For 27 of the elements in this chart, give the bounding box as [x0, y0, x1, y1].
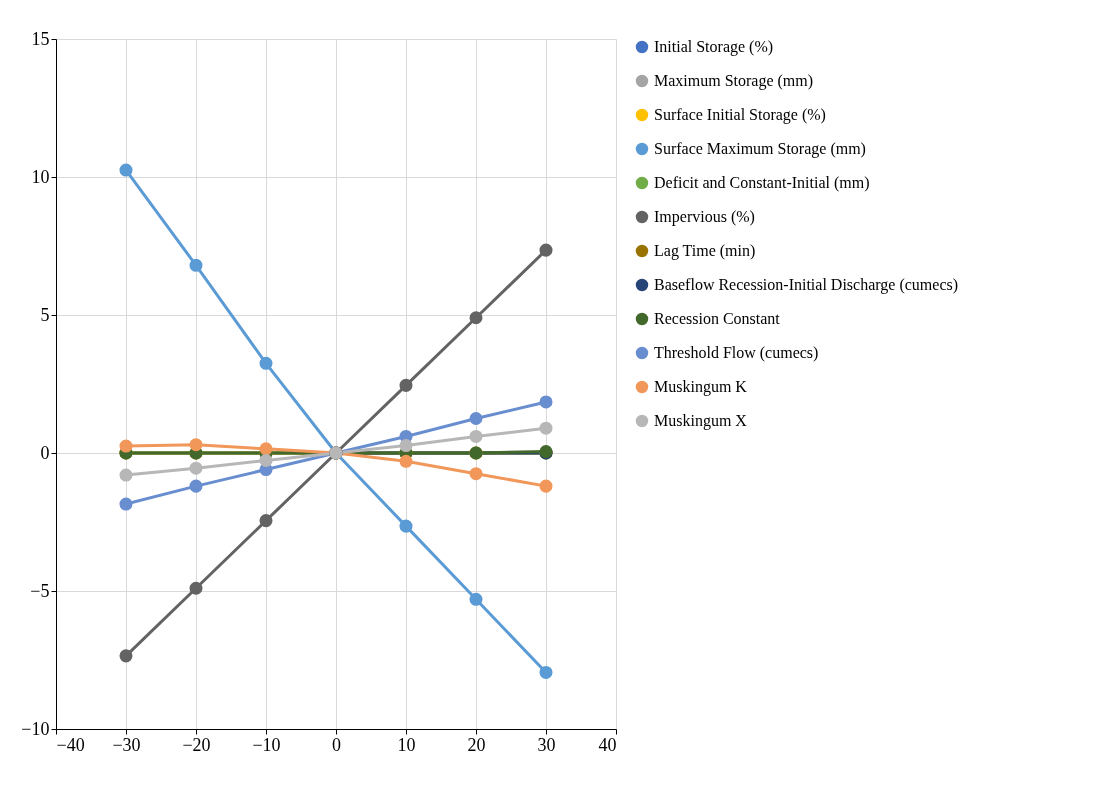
- y-tick-label: −10: [21, 718, 50, 739]
- legend-label: Threshold Flow (cumecs): [654, 344, 819, 362]
- legend-label: Baseflow Recession-Initial Discharge (cumecs): [654, 276, 959, 294]
- legend-label: Recession Constant: [654, 310, 781, 327]
- y-tick-label: 0: [40, 442, 50, 463]
- legend-label: Muskingum K: [654, 378, 748, 396]
- legend-label: Lag Time (min): [654, 242, 756, 260]
- x-tick-label: 0: [332, 734, 341, 755]
- x-tick-label: −20: [182, 734, 211, 755]
- legend-label: Surface Initial Storage (%): [654, 106, 826, 124]
- x-tick-label: −40: [56, 734, 85, 755]
- x-tick-label: −10: [252, 734, 281, 755]
- y-tick-label: 5: [40, 304, 50, 325]
- legend-label: Impervious (%): [654, 208, 755, 226]
- legend-label: Surface Maximum Storage (mm): [654, 140, 866, 158]
- y-tick-label: −5: [30, 580, 50, 601]
- x-tick-label: −30: [112, 734, 141, 755]
- x-tick-label: 10: [397, 734, 416, 755]
- y-tick-label: 10: [31, 166, 50, 187]
- legend-label: Deficit and Constant-Initial (mm): [654, 174, 870, 192]
- legend-label: Maximum Storage (mm): [654, 72, 814, 90]
- x-tick-label: 20: [467, 734, 486, 755]
- legend-label: Initial Storage (%): [654, 38, 774, 56]
- x-tick-label: 30: [537, 734, 556, 755]
- y-tick-label: 15: [31, 28, 50, 49]
- legend-label: Muskingum X: [654, 412, 748, 430]
- x-tick-label: 40: [598, 734, 617, 755]
